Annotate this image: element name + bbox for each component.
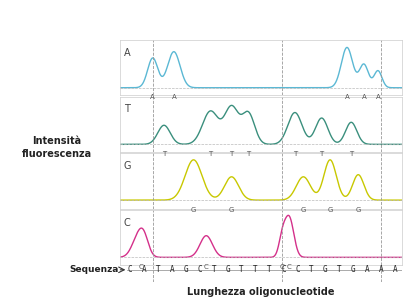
Text: A: A [171, 94, 176, 100]
Text: G: G [355, 207, 361, 213]
Text: T: T [124, 104, 130, 114]
Text: C: C [287, 264, 292, 270]
Text: A: A [170, 265, 174, 274]
Text: C: C [124, 218, 131, 228]
Text: G: G [301, 207, 306, 213]
Text: T: T [211, 265, 216, 274]
Text: C: C [139, 264, 144, 270]
Text: Lunghezza oligonucleotide: Lunghezza oligonucleotide [187, 286, 335, 297]
Text: G: G [225, 265, 230, 274]
Text: A: A [379, 265, 383, 274]
Text: T: T [349, 151, 353, 157]
Text: T: T [229, 151, 234, 157]
Text: G: G [229, 207, 234, 213]
Text: T: T [156, 265, 160, 274]
Text: T: T [267, 265, 272, 274]
Text: A: A [151, 94, 155, 100]
Text: T: T [253, 265, 258, 274]
Text: G: G [323, 265, 328, 274]
Text: A: A [124, 48, 131, 58]
Text: T: T [309, 265, 314, 274]
Text: G: G [184, 265, 188, 274]
Text: Intensità
fluorescenza: Intensità fluorescenza [22, 136, 92, 159]
Text: C: C [295, 265, 299, 274]
Text: C: C [204, 264, 208, 270]
Text: T: T [319, 151, 324, 157]
Text: G: G [327, 207, 333, 213]
Text: A: A [365, 265, 369, 274]
Text: C: C [197, 265, 202, 274]
Text: T: T [293, 151, 297, 157]
Text: Sequenza: Sequenza [70, 265, 119, 274]
Text: T: T [162, 151, 166, 157]
Text: A: A [142, 265, 146, 274]
Text: A: A [361, 94, 366, 100]
Text: A: A [345, 94, 349, 100]
Text: C: C [128, 265, 133, 274]
Text: C: C [280, 264, 285, 270]
Text: T: T [208, 151, 213, 157]
Text: A: A [392, 265, 397, 274]
Text: A: A [376, 94, 380, 100]
Text: T: T [337, 265, 341, 274]
Text: G: G [351, 265, 355, 274]
Text: T: T [239, 265, 244, 274]
Text: T: T [246, 151, 251, 157]
Text: G: G [124, 161, 131, 171]
Text: C: C [281, 265, 286, 274]
Text: G: G [191, 207, 196, 213]
